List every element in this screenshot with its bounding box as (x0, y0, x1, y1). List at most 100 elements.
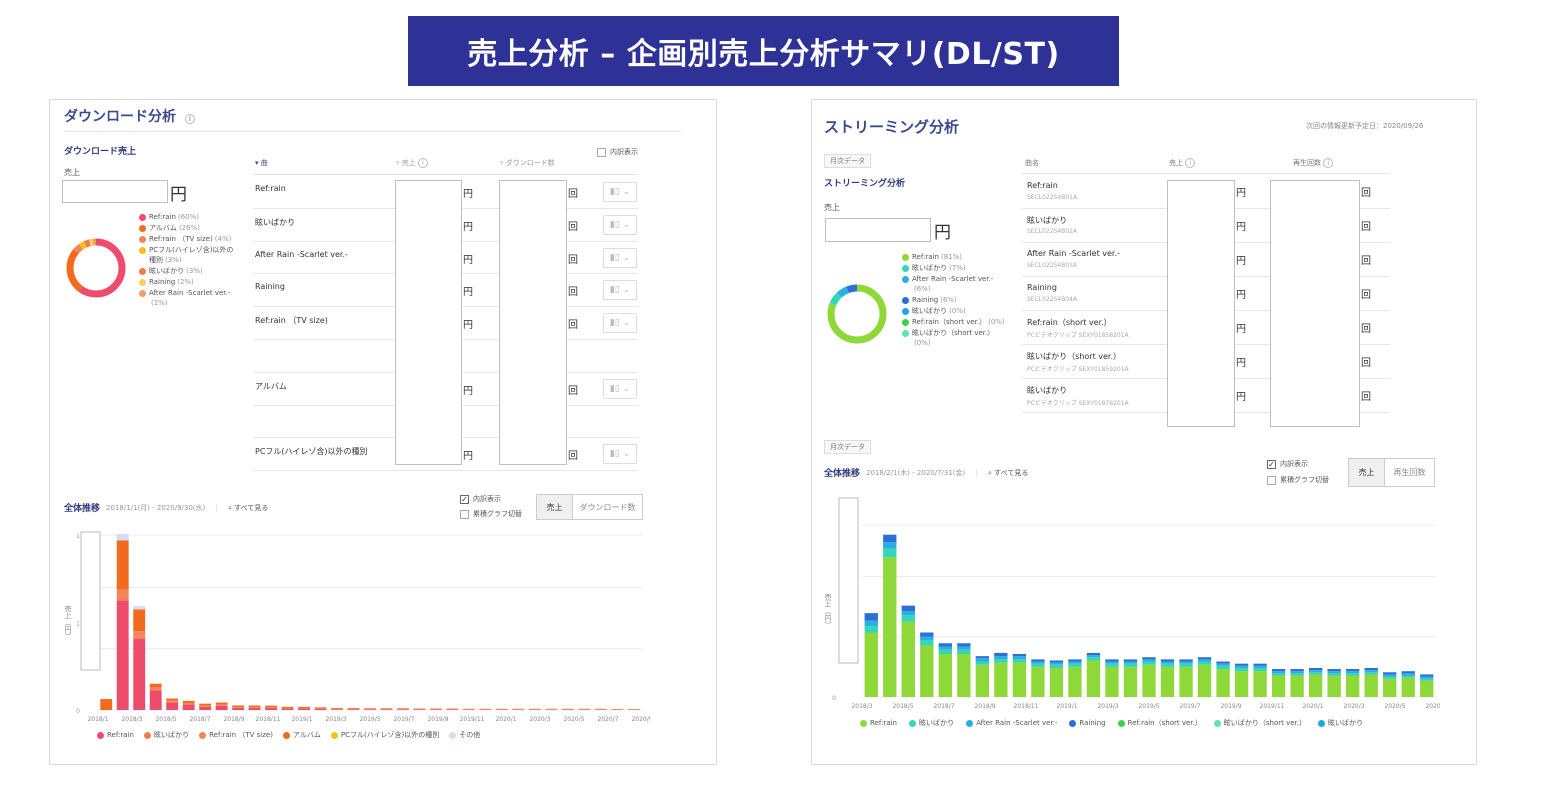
seg-play-count[interactable]: 再生回数 (1393, 468, 1426, 477)
bar-segment (1383, 676, 1397, 679)
legend-pct: (81%) (940, 253, 963, 261)
seg-sales[interactable]: 売上 (1349, 459, 1385, 486)
bar-segment (1031, 663, 1045, 667)
bar-segment (380, 708, 393, 710)
bar-segment (1327, 675, 1341, 697)
legend-label: 眩いばかり (153, 731, 190, 739)
bar-segment (994, 659, 1008, 663)
x-tick-label: 2018/3 (121, 716, 142, 723)
cumulative-checkbox[interactable] (460, 509, 469, 519)
y-axis-label: 売上（円） (824, 593, 832, 629)
metric-segmented[interactable]: 売上 ダウンロード数 (536, 494, 643, 520)
info-icon[interactable]: i (417, 158, 428, 168)
trend-breakdown-toggle[interactable]: 内訳表示 (1267, 459, 1308, 469)
info-icon[interactable]: i (1185, 158, 1196, 168)
row-chart-button[interactable]: ▮▯ ⌄ (603, 214, 637, 235)
y-axis-mask (80, 531, 101, 671)
bar-segment (1068, 659, 1082, 662)
col-song-header[interactable]: 曲名 (1025, 159, 1039, 167)
bar-segment (1271, 669, 1286, 672)
legend-label: PCフル(ハイレゾ含)以外の種別 (3%) (149, 245, 239, 265)
legend-item[interactable]: Ref:rain（short ver.） (1117, 718, 1202, 728)
bar-segment (957, 646, 971, 650)
row-chart-button[interactable]: ▮▯ ⌄ (603, 182, 637, 202)
col-plays-header[interactable]: 再生回数 i (1293, 158, 1334, 168)
bar-segment (1031, 659, 1045, 662)
trend-title: 全体推移 (824, 469, 861, 479)
bar-segment (864, 613, 878, 621)
legend-label: アルバム (292, 731, 321, 739)
cumulative-toggle[interactable]: 累積グラフ切替 (460, 509, 522, 519)
trend-breakdown-toggle[interactable]: 内訳表示 (460, 494, 501, 504)
cumulative-toggle[interactable]: 累積グラフ切替 (1267, 475, 1329, 485)
bar-segment (938, 649, 952, 654)
metric-segmented[interactable]: 売上 再生回数 (1348, 458, 1435, 487)
legend-name: 眩いばかり (912, 307, 948, 315)
product-code: PCビデオクリップ SEXY01878201A (1027, 400, 1129, 407)
col-sales-header[interactable]: 売上 i (1169, 158, 1196, 168)
yen-unit: 円 (463, 221, 473, 233)
row-chart-button[interactable]: ▮▯ ⌄ (603, 247, 637, 268)
see-all-link[interactable]: ⌕ すべて見る (227, 503, 269, 512)
row-chart-button[interactable]: ▮▯ ⌄ (603, 378, 637, 399)
legend-item[interactable]: PCフル(ハイレゾ含)以外の種別 (330, 730, 439, 740)
legend-dot (1117, 719, 1125, 727)
col-song-header[interactable]: ▾ 曲 (255, 159, 268, 167)
x-tick-label: 2020/7 (1425, 703, 1440, 710)
legend-pct: (3%) (165, 256, 182, 264)
col-dl-header[interactable]: ▿ ダウンロード数 (500, 159, 555, 167)
seg-sales[interactable]: 売上 (537, 495, 573, 519)
legend-item[interactable]: その他 (449, 730, 480, 740)
bar-segment (1327, 669, 1341, 672)
legend-dot (902, 265, 909, 272)
cumulative-checkbox[interactable] (1267, 475, 1276, 485)
info-icon[interactable]: i (184, 114, 195, 124)
bar-segment (1401, 673, 1415, 676)
legend-name: Ref:rain (912, 253, 939, 261)
legend-item[interactable]: Raining (1069, 718, 1106, 728)
bar-segment (528, 708, 541, 710)
legend-item[interactable]: Ref:rain （TV size) (199, 730, 273, 740)
sales-value-field (62, 180, 168, 203)
bar-segment (1142, 664, 1156, 697)
see-all-link[interactable]: ⌕ すべて見る (987, 468, 1029, 477)
legend-item[interactable]: 眩いばかり (1318, 718, 1363, 728)
info-icon[interactable]: i (1323, 158, 1334, 168)
legend-item[interactable]: Ref:rain (860, 718, 897, 728)
col-sales-header[interactable]: ▿ 売上 i (396, 158, 428, 168)
yen-unit: 円 (1236, 222, 1246, 233)
row-chart-button[interactable]: ▮▯ ⌄ (603, 280, 637, 301)
bar-chart-icon: ▮▯ ⌄ (609, 187, 631, 197)
bar-segment (298, 706, 310, 708)
legend-dot (860, 719, 867, 727)
legend-item[interactable]: アルバム (282, 730, 321, 740)
breakdown-checkbox[interactable] (597, 147, 606, 157)
legend-item: After Rain -Scarlet ver.- (2%) (139, 288, 239, 308)
legend-item[interactable]: After Rain -Scarlet ver.- (966, 718, 1057, 728)
legend-item[interactable]: 眩いばかり (143, 730, 190, 740)
bar-chart-icon: ▮▯ ⌄ (609, 383, 631, 394)
bar-segment (1160, 666, 1175, 697)
legend-item[interactable]: 眩いばかり（short ver.） (1213, 718, 1306, 728)
row-chart-button[interactable]: ▮▯ ⌄ (603, 444, 637, 465)
legend-item[interactable]: 眩いばかり (908, 718, 954, 728)
breakdown-toggle[interactable]: 内訳表示 (597, 147, 638, 157)
bar-segment (364, 709, 376, 710)
bar-segment (331, 709, 343, 710)
yen-unit: 円 (1236, 324, 1246, 335)
legend-dot (97, 731, 104, 739)
bar-segment (864, 620, 878, 627)
legend-item[interactable]: Ref:rain (97, 730, 134, 740)
seg-download-count[interactable]: ダウンロード数 (579, 502, 636, 512)
bar-segment (281, 708, 294, 710)
breakdown-checkbox[interactable] (1267, 459, 1276, 469)
breakdown-checkbox[interactable] (460, 494, 469, 504)
row-chart-button[interactable]: ▮▯ ⌄ (603, 313, 637, 334)
legend-dot (902, 254, 909, 261)
bar-segment (1068, 666, 1082, 697)
legend-dot (199, 731, 207, 739)
count-unit: 回 (1361, 324, 1371, 335)
legend-name: 眩いばかり（short ver.） (912, 329, 995, 337)
bar-segment (1327, 671, 1341, 674)
plays-mask (1270, 180, 1360, 427)
